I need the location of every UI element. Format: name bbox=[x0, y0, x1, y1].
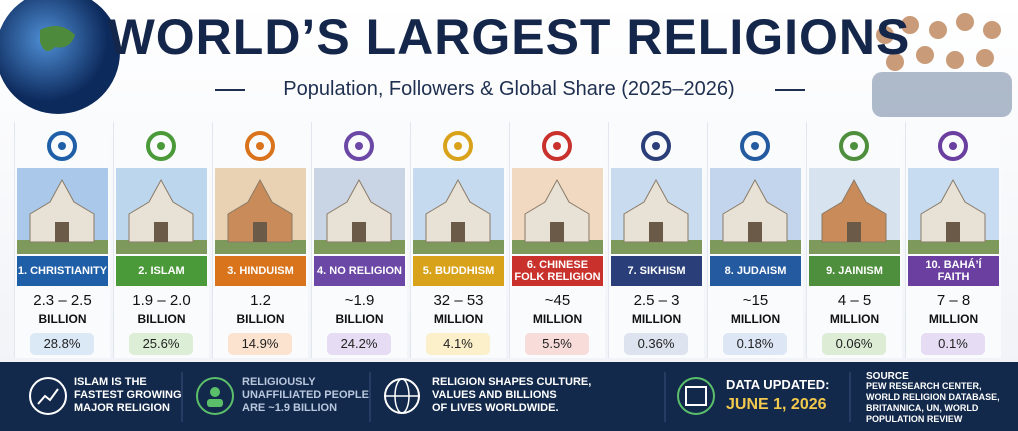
continent bbox=[40, 26, 75, 51]
religion-label: 6. CHINESE FOLK RELIGION bbox=[512, 256, 603, 286]
population: 1.2 bbox=[250, 292, 271, 309]
religion-label: 7. SIKHISM bbox=[611, 256, 702, 286]
religion-card: 1. CHRISTIANITY 2.3 – 2.5 BILLION 28.8% bbox=[14, 122, 110, 358]
footer-icons bbox=[29, 372, 851, 422]
population: ~1.9 bbox=[344, 292, 375, 309]
religion-label: 2. ISLAM bbox=[116, 256, 207, 286]
religion-art bbox=[116, 131, 207, 254]
global-share: 14.9% bbox=[228, 333, 292, 355]
population: 1.9 – 2.0 bbox=[132, 292, 191, 309]
population: 2.5 – 3 bbox=[633, 292, 680, 309]
title: WORLD’S LARGEST RELIGIONS bbox=[107, 9, 911, 65]
globe bbox=[0, 0, 120, 114]
religion-card: 5. BUDDHISM 32 – 53 MILLION 4.1% bbox=[410, 122, 506, 358]
population-unit: MILLION bbox=[631, 312, 682, 326]
religion-label: 10. BAHÁ’Í FAITH bbox=[908, 256, 999, 286]
source: PEW RESEARCH CENTER, WORLD RELIGION DATAB… bbox=[866, 381, 1000, 425]
religion-art bbox=[314, 131, 405, 254]
religion-card: 9. JAINISM 4 – 5 MILLION 0.06% bbox=[806, 122, 902, 358]
global-share: 0.18% bbox=[723, 333, 787, 355]
source-line: POPULATION REVIEW bbox=[866, 414, 963, 424]
people bbox=[876, 13, 1001, 71]
updated-date: JUNE 1, 2026 bbox=[726, 396, 827, 413]
religion-card: 2. ISLAM 1.9 – 2.0 BILLION 25.6% bbox=[113, 122, 209, 358]
religion-card: 10. BAHÁ’Í FAITH 7 – 8 MILLION 0.1% bbox=[905, 122, 1001, 358]
religion-card: 8. JUDAISM ~15 MILLION 0.18% bbox=[707, 122, 803, 358]
population: 4 – 5 bbox=[837, 292, 872, 309]
religion-card: 6. CHINESE FOLK RELIGION ~45 MILLION 5.5% bbox=[509, 122, 605, 358]
global-share: 4.1% bbox=[426, 333, 490, 355]
religion-label: 3. HINDUISM bbox=[215, 256, 306, 286]
religion-art bbox=[611, 131, 702, 254]
global-share: 25.6% bbox=[129, 333, 193, 355]
population-unit: BILLION bbox=[236, 312, 285, 326]
population-unit: MILLION bbox=[433, 312, 484, 326]
fact-line: MAJOR RELIGION bbox=[74, 402, 170, 414]
global-share: 0.36% bbox=[624, 333, 688, 355]
fact: RELIGIOUSLY UNAFFILIATED PEOPLE ARE ~1.9 B… bbox=[242, 376, 369, 415]
fact-line: RELIGION SHAPES CULTURE, bbox=[432, 376, 592, 388]
religion-card: 7. SIKHISM 2.5 – 3 MILLION 0.36% bbox=[608, 122, 704, 358]
religion-label: 1. CHRISTIANITY bbox=[17, 256, 108, 286]
fact-line: VALUES AND BILLIONS bbox=[432, 389, 557, 401]
source-line: PEW RESEARCH CENTER, bbox=[866, 381, 982, 391]
population: 7 – 8 bbox=[936, 292, 971, 309]
religion-label: 9. JAINISM bbox=[809, 256, 900, 286]
population-unit: MILLION bbox=[928, 312, 979, 326]
population: 32 – 53 bbox=[433, 292, 484, 309]
religion-card: 3. HINDUISM 1.2 BILLION 14.9% bbox=[212, 122, 308, 358]
religion-label: 4. NO RELIGION bbox=[314, 256, 405, 286]
population: ~15 bbox=[742, 292, 769, 309]
religion-label: 8. JUDAISM bbox=[710, 256, 801, 286]
population: 2.3 – 2.5 bbox=[33, 292, 92, 309]
population-unit: MILLION bbox=[532, 312, 583, 326]
religion-art bbox=[908, 131, 999, 254]
people-bodies bbox=[872, 72, 1012, 117]
religion-art bbox=[512, 131, 603, 254]
global-share: 0.1% bbox=[921, 333, 985, 355]
fact-line: RELIGIOUSLY bbox=[242, 376, 316, 388]
population-unit: BILLION bbox=[38, 312, 87, 326]
religion-art bbox=[710, 131, 801, 254]
global-share: 24.2% bbox=[327, 333, 391, 355]
source-label: SOURCE bbox=[866, 371, 909, 382]
fact-line: ISLAM IS THE bbox=[74, 376, 147, 388]
global-share: 5.5% bbox=[525, 333, 589, 355]
fact-line: FASTEST GROWING bbox=[74, 389, 182, 401]
fact-line: UNAFFILIATED PEOPLE bbox=[242, 389, 369, 401]
footer: ISLAM IS THE FASTEST GROWING MAJOR RELIGIO… bbox=[0, 362, 1018, 431]
source-line: WORLD RELIGION DATABASE, bbox=[866, 392, 1000, 402]
header-art bbox=[0, 0, 1012, 117]
religion-art bbox=[413, 131, 504, 254]
religion-label: 5. BUDDHISM bbox=[413, 256, 504, 286]
religion-art bbox=[809, 131, 900, 254]
population: ~45 bbox=[544, 292, 571, 309]
fact: RELIGION SHAPES CULTURE, VALUES AND BILLI… bbox=[432, 376, 591, 415]
religion-card: 4. NO RELIGION ~1.9 BILLION 24.2% bbox=[311, 122, 407, 358]
religion-art bbox=[215, 131, 306, 254]
population-unit: MILLION bbox=[730, 312, 781, 326]
fact-line: ARE ~1.9 BILLION bbox=[242, 402, 338, 414]
subtitle: Population, Followers & Global Share (20… bbox=[283, 78, 735, 100]
updated-label: DATA UPDATED: bbox=[726, 377, 830, 392]
fact: ISLAM IS THE FASTEST GROWING MAJOR RELIGIO… bbox=[74, 376, 182, 415]
global-share: 28.8% bbox=[30, 333, 94, 355]
source-line: BRITANNICA, UN, WORLD bbox=[866, 403, 979, 413]
population-unit: MILLION bbox=[829, 312, 880, 326]
population-unit: BILLION bbox=[137, 312, 186, 326]
religion-art bbox=[17, 131, 108, 254]
global-share: 0.06% bbox=[822, 333, 886, 355]
fact-line: OF LIVES WORLDWIDE. bbox=[432, 402, 559, 414]
population-unit: BILLION bbox=[335, 312, 384, 326]
